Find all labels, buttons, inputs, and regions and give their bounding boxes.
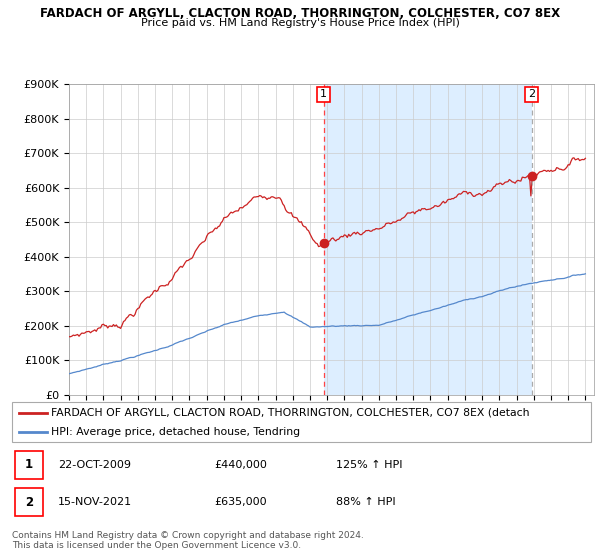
FancyBboxPatch shape [15, 488, 43, 516]
Text: 15-NOV-2021: 15-NOV-2021 [58, 497, 133, 507]
Text: Price paid vs. HM Land Registry's House Price Index (HPI): Price paid vs. HM Land Registry's House … [140, 18, 460, 29]
Text: 2: 2 [25, 496, 33, 509]
Text: £440,000: £440,000 [215, 460, 268, 470]
Text: 125% ↑ HPI: 125% ↑ HPI [336, 460, 403, 470]
Text: £635,000: £635,000 [215, 497, 267, 507]
Text: 88% ↑ HPI: 88% ↑ HPI [336, 497, 396, 507]
Text: 1: 1 [25, 458, 33, 471]
Bar [323, 84, 532, 395]
FancyBboxPatch shape [15, 451, 43, 479]
Text: 22-OCT-2009: 22-OCT-2009 [58, 460, 131, 470]
Text: FARDACH OF ARGYLL, CLACTON ROAD, THORRINGTON, COLCHESTER, CO7 8EX: FARDACH OF ARGYLL, CLACTON ROAD, THORRIN… [40, 7, 560, 20]
Text: Contains HM Land Registry data © Crown copyright and database right 2024.
This d: Contains HM Land Registry data © Crown c… [12, 531, 364, 550]
Text: HPI: Average price, detached house, Tendring: HPI: Average price, detached house, Tend… [52, 427, 301, 436]
Text: FARDACH OF ARGYLL, CLACTON ROAD, THORRINGTON, COLCHESTER, CO7 8EX (detach: FARDACH OF ARGYLL, CLACTON ROAD, THORRIN… [52, 408, 530, 418]
Text: 1: 1 [320, 90, 327, 99]
Text: 2: 2 [528, 90, 535, 99]
